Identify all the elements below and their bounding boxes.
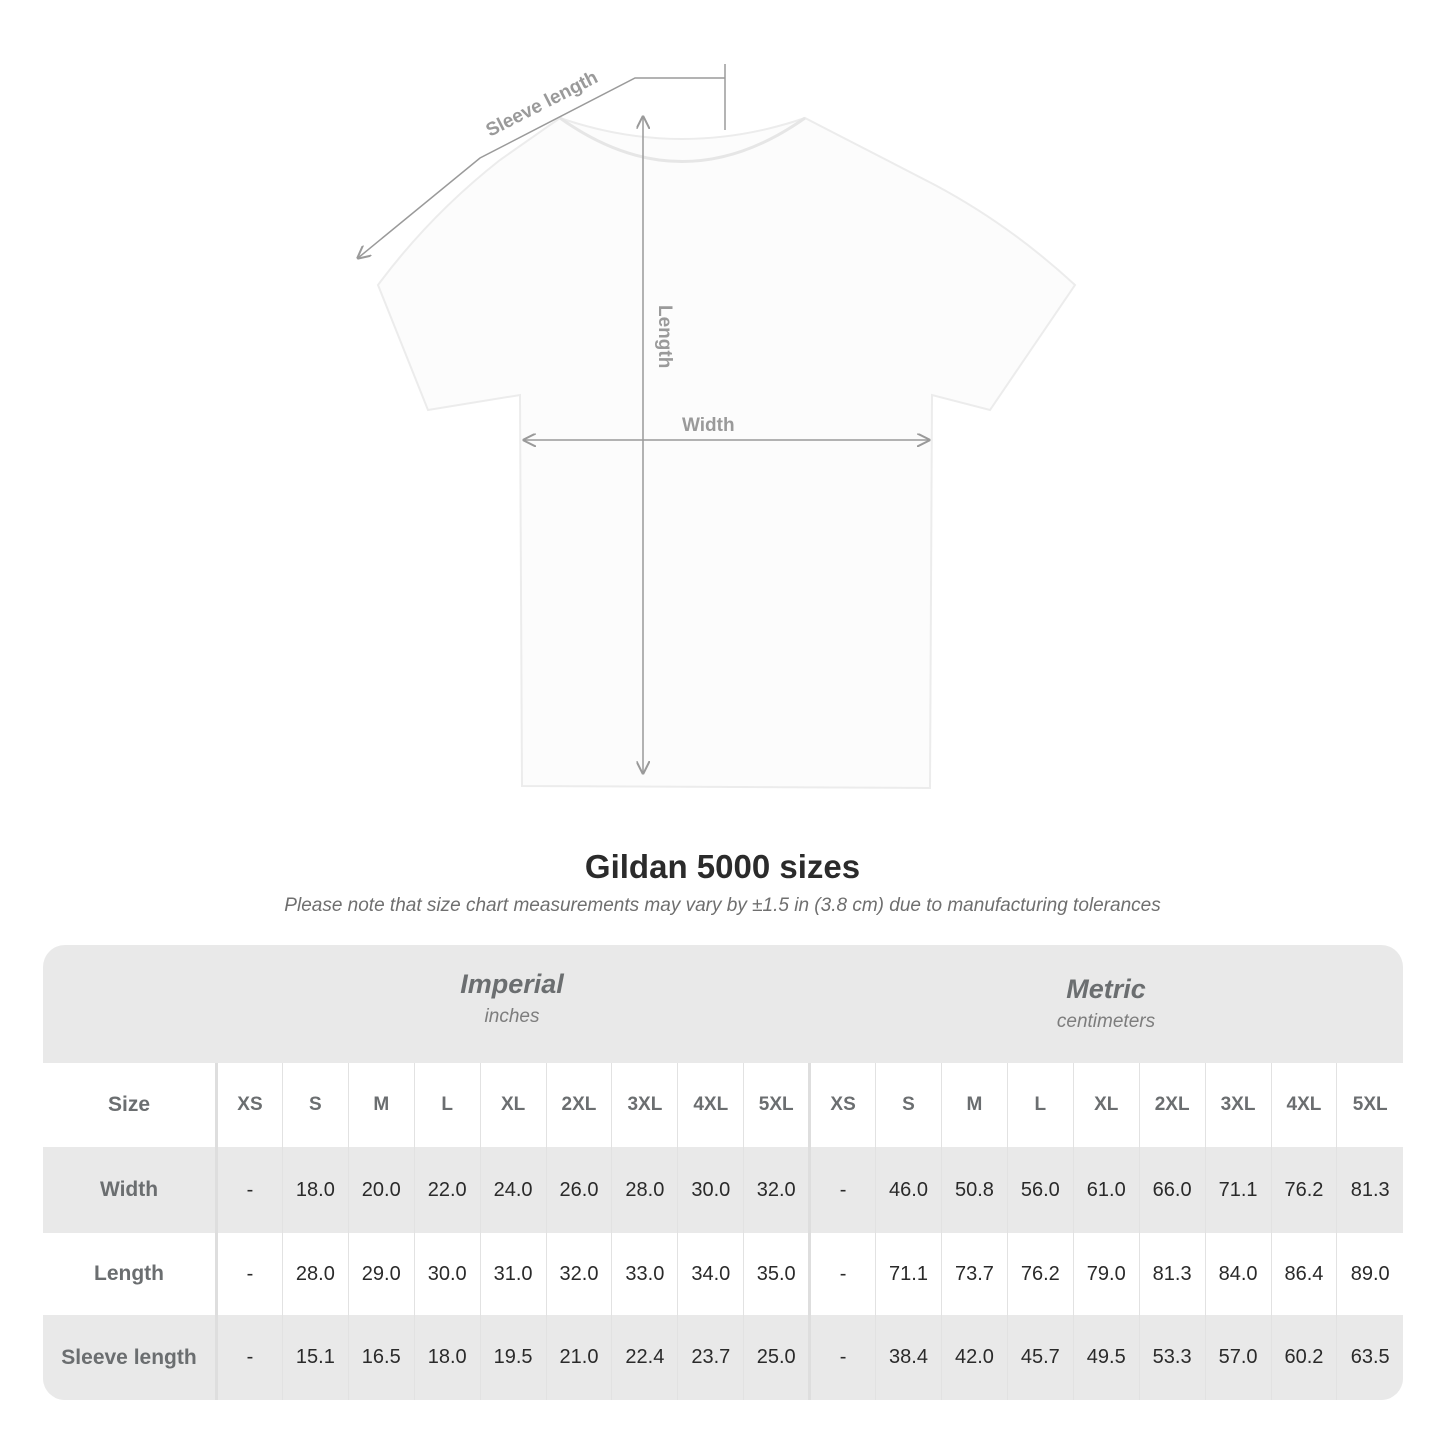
imperial-size-3xl: 3XL — [611, 1063, 678, 1147]
width-label: Width — [682, 415, 735, 436]
metric-cell: 57.0 — [1204, 1315, 1271, 1400]
metric-cell: 71.1 — [1204, 1147, 1271, 1233]
tshirt-shape — [376, 116, 1077, 790]
metric-cell: 76.2 — [1270, 1147, 1337, 1233]
table-row: Sleeve length -15.1 16.5 18.0 19.5 21.0 22.4 23… — [43, 1315, 1403, 1400]
metric-size-l: L — [1006, 1063, 1074, 1147]
imperial-cell: 22.0 — [413, 1147, 481, 1233]
imperial-cell: - — [216, 1147, 283, 1233]
tshirt-collar — [559, 116, 806, 163]
imperial-size-4xl: 4XL — [677, 1063, 744, 1147]
size-grid: Size XS S M L XL 2XL 3XL 4XL 5XL XS S M L XL 2XL 3XL 4XL 5… — [43, 1063, 1403, 1400]
metric-size-3xl: 3XL — [1204, 1063, 1271, 1147]
imperial-cell: 29.0 — [347, 1233, 415, 1315]
chart-title: Gildan 5000 sizes — [584, 848, 861, 885]
metric-title: Metric — [1066, 974, 1146, 1004]
metric-cell: 66.0 — [1138, 1147, 1206, 1233]
imperial-cell: 15.1 — [281, 1315, 349, 1400]
imperial-size-l: L — [413, 1063, 481, 1147]
imperial-size-s: S — [281, 1063, 349, 1147]
metric-unit: centimeters — [1056, 1011, 1156, 1032]
row-label: Length — [43, 1233, 218, 1315]
metric-cell: 46.0 — [875, 1147, 942, 1233]
imperial-cell: 32.0 — [743, 1147, 810, 1233]
imperial-cell: - — [216, 1233, 283, 1315]
imperial-cell: 32.0 — [545, 1233, 612, 1315]
imperial-cell: - — [216, 1315, 283, 1400]
imperial-cell: 19.5 — [479, 1315, 547, 1400]
metric-cell: 50.8 — [940, 1147, 1008, 1233]
imperial-title: Imperial — [460, 969, 564, 999]
metric-cell: 81.3 — [1336, 1147, 1403, 1233]
imperial-cell: 30.0 — [677, 1147, 744, 1233]
row-label: Sleeve length — [43, 1315, 218, 1400]
metric-cell: 89.0 — [1336, 1233, 1403, 1315]
metric-cell: 60.2 — [1270, 1315, 1337, 1400]
imperial-cell: 35.0 — [743, 1233, 810, 1315]
metric-size-s: S — [875, 1063, 942, 1147]
metric-cell: 81.3 — [1138, 1233, 1206, 1315]
imperial-size-xl: XL — [479, 1063, 547, 1147]
metric-cell: 42.0 — [940, 1315, 1008, 1400]
metric-size-xs: XS — [808, 1063, 876, 1147]
imperial-cell: 16.5 — [347, 1315, 415, 1400]
imperial-size-5xl: 5XL — [743, 1063, 810, 1147]
metric-cell: - — [808, 1147, 876, 1233]
metric-size-xl: XL — [1072, 1063, 1140, 1147]
row-label: Width — [43, 1147, 218, 1233]
imperial-cell: 28.0 — [281, 1233, 349, 1315]
metric-cell: 56.0 — [1006, 1147, 1074, 1233]
tshirt-diagram: Sleeve length Length Width — [0, 64, 1077, 790]
imperial-cell: 26.0 — [545, 1147, 612, 1233]
imperial-cell: 18.0 — [413, 1315, 481, 1400]
imperial-cell: 28.0 — [611, 1147, 678, 1233]
metric-size-4xl: 4XL — [1270, 1063, 1337, 1147]
imperial-header: Imperial inches — [215, 945, 809, 1063]
table-row: Width -18.0 20.0 22.0 24.0 26.0 28.0 30.0 32.0-4… — [43, 1147, 1403, 1233]
imperial-cell: 23.7 — [677, 1315, 744, 1400]
metric-cell: - — [808, 1315, 876, 1400]
metric-cell: 73.7 — [940, 1233, 1008, 1315]
metric-cell: 61.0 — [1072, 1147, 1140, 1233]
metric-cell: 86.4 — [1270, 1233, 1337, 1315]
metric-size-m: M — [940, 1063, 1008, 1147]
metric-cell: 63.5 — [1336, 1315, 1403, 1400]
size-table: Imperial inches Metric centimeters Size X… — [43, 945, 1403, 1400]
imperial-cell: 34.0 — [677, 1233, 744, 1315]
metric-header: Metric centimeters — [809, 945, 1403, 1063]
imperial-cell: 24.0 — [479, 1147, 547, 1233]
imperial-cell: 18.0 — [281, 1147, 349, 1233]
length-label: Length — [654, 305, 675, 368]
imperial-cell: 21.0 — [545, 1315, 612, 1400]
metric-size-2xl: 2XL — [1138, 1063, 1206, 1147]
imperial-size-2xl: 2XL — [545, 1063, 612, 1147]
metric-cell: - — [808, 1233, 876, 1315]
imperial-unit: inches — [484, 1006, 540, 1027]
imperial-cell: 30.0 — [413, 1233, 481, 1315]
imperial-cell: 22.4 — [611, 1315, 678, 1400]
imperial-cell: 31.0 — [479, 1233, 547, 1315]
metric-cell: 71.1 — [875, 1233, 942, 1315]
sleeve-measure-line — [358, 77, 725, 258]
table-row: Length -28.0 29.0 30.0 31.0 32.0 33.0 34.0 35.0-… — [43, 1233, 1403, 1315]
tolerance-note: Please note that size chart measurements… — [284, 895, 1161, 916]
metric-cell: 53.3 — [1138, 1315, 1206, 1400]
imperial-cell: 25.0 — [743, 1315, 810, 1400]
metric-cell: 49.5 — [1072, 1315, 1140, 1400]
imperial-cell: 33.0 — [611, 1233, 678, 1315]
size-header-row: Size XS S M L XL 2XL 3XL 4XL 5XL XS S M L XL 2XL 3XL 4XL 5… — [43, 1063, 1403, 1147]
metric-cell: 45.7 — [1006, 1315, 1074, 1400]
metric-cell: 79.0 — [1072, 1233, 1140, 1315]
metric-cell: 84.0 — [1204, 1233, 1271, 1315]
metric-cell: 38.4 — [875, 1315, 942, 1400]
metric-size-5xl: 5XL — [1336, 1063, 1403, 1147]
imperial-cell: 20.0 — [347, 1147, 415, 1233]
size-label: Size — [43, 1063, 218, 1147]
imperial-size-m: M — [347, 1063, 415, 1147]
metric-cell: 76.2 — [1006, 1233, 1074, 1315]
imperial-size-xs: XS — [216, 1063, 283, 1147]
